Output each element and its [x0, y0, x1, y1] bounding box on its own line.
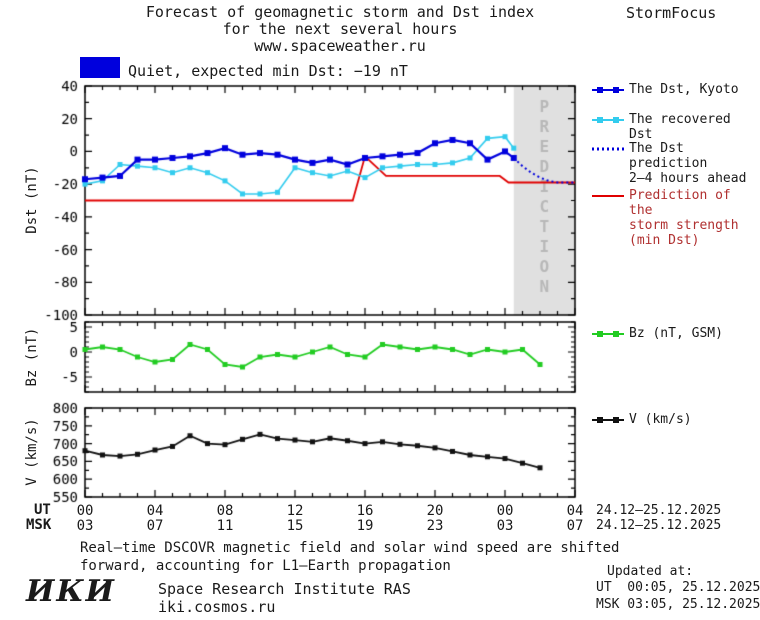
ut-tick-label: 12	[286, 503, 304, 519]
msk-tick-label: 07	[566, 518, 584, 534]
ut-tick-label: 00	[76, 503, 94, 519]
v-marker-icon	[592, 417, 624, 423]
date-range-ut: 24.12–25.12.2025	[596, 503, 722, 518]
updated-ut: UT 00:05, 25.12.2025	[596, 580, 760, 595]
msk-tick-label: 07	[146, 518, 164, 534]
legend-storm-strength: Prediction of the storm strength (min Ds…	[592, 188, 760, 248]
dst-axis-title: Dst (nT)	[24, 166, 40, 234]
legend-recovered-dst: The recovered Dst	[592, 112, 760, 142]
ut-tick-label: 04	[566, 503, 584, 519]
page-title: Forecast of geomagnetic storm and Dst in…	[60, 4, 620, 55]
msk-tick-label: 15	[286, 518, 304, 534]
propagation-note: Real–time DSCOVR magnetic field and sola…	[80, 540, 620, 574]
dst-kyoto-marker-icon	[592, 87, 624, 93]
ut-tick-label: 08	[216, 503, 234, 519]
legend-recovered-dst-label: The recovered Dst	[629, 112, 731, 142]
msk-axis-label: MSK	[26, 517, 52, 533]
date-range-msk: 24.12–25.12.2025	[596, 518, 722, 533]
title-line-1: Forecast of geomagnetic storm and Dst in…	[145, 3, 535, 21]
institute-name: Space Research Institute RAS	[158, 580, 411, 598]
bz-marker-icon	[592, 331, 624, 337]
msk-tick-label: 11	[216, 518, 234, 534]
msk-tick-label: 19	[356, 518, 374, 534]
legend-dst-prediction-label: The Dst prediction 2–4 hours ahead	[629, 141, 747, 186]
msk-tick-label: 03	[76, 518, 94, 534]
storm-status-text: Quiet, expected min Dst: −19 nT	[128, 62, 408, 80]
legend-v-label: V (km/s)	[629, 412, 692, 427]
legend-v: V (km/s)	[592, 412, 692, 427]
ut-tick-label: 04	[146, 503, 164, 519]
dst-prediction-marker-icon	[592, 147, 624, 151]
recovered-dst-marker-icon	[592, 117, 624, 123]
legend-dst-kyoto: The Dst, Kyoto	[592, 82, 739, 97]
ut-axis-label: UT	[34, 502, 51, 518]
v-axis-title: V (km/s)	[24, 418, 40, 486]
ut-tick-label: 20	[426, 503, 444, 519]
ut-tick-label: 16	[356, 503, 374, 519]
legend-dst-kyoto-label: The Dst, Kyoto	[629, 82, 739, 97]
msk-tick-label: 03	[496, 518, 514, 534]
updated-msk: MSK 03:05, 25.12.2025	[596, 597, 760, 612]
institute-site: iki.cosmos.ru	[158, 598, 276, 616]
title-line-3-url: www.spaceweather.ru	[254, 37, 426, 55]
ut-tick-label: 00	[496, 503, 514, 519]
storm-level-swatch	[80, 57, 120, 78]
brand-stormfocus: StormFocus	[626, 4, 717, 22]
legend-dst-prediction: The Dst prediction 2–4 hours ahead	[592, 141, 760, 186]
legend-bz: Bz (nT, GSM)	[592, 326, 723, 341]
iki-logo: ИКИ	[26, 574, 116, 609]
title-line-2: for the next several hours	[222, 20, 458, 38]
legend-bz-label: Bz (nT, GSM)	[629, 326, 723, 341]
legend-storm-strength-label: Prediction of the storm strength (min Ds…	[629, 188, 739, 248]
storm-strength-marker-icon	[592, 195, 624, 197]
updated-at-label: Updated at:	[607, 564, 694, 579]
msk-tick-label: 23	[426, 518, 444, 534]
